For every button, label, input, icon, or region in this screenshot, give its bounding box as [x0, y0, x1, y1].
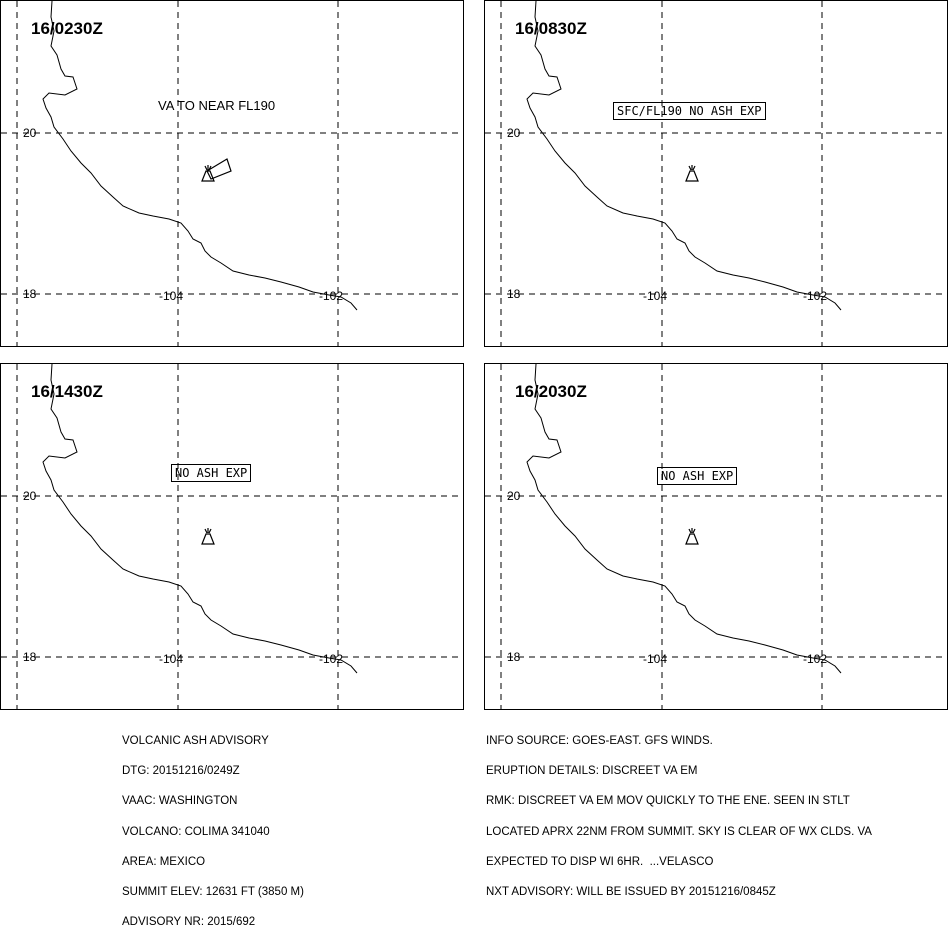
advisory-line: VOLCANIC ASH ADVISORY: [122, 735, 269, 747]
lon-label-102: -102: [803, 652, 828, 666]
advisory-left: VOLCANIC ASH ADVISORY DTG: 20151216/0249…: [122, 716, 304, 937]
coastline: [526, 1, 842, 311]
advisory-line: ERUPTION DETAILS: DISCREET VA EM: [486, 765, 698, 778]
lat-label-18: 18: [23, 287, 37, 301]
lat-label-20: 20: [23, 489, 37, 503]
advisory-line: VAAC: WASHINGTON: [122, 795, 238, 808]
lon-label-104: -104: [643, 652, 668, 666]
coastline-map: [1, 1, 463, 346]
lat-label-18: 18: [507, 650, 521, 664]
lat-label-18: 18: [23, 650, 37, 664]
coastline-map: [1, 364, 463, 709]
advisory-line: DTG: 20151216/0249Z: [122, 765, 240, 778]
lat-label-18: 18: [507, 287, 521, 301]
forecast-panel-0830z: 16/0830Z 20 18 -104 -102 SFC/FL190 NO AS…: [484, 0, 948, 347]
forecast-panel-1430z: 16/1430Z 20 18 -104 -102 NO ASH EXP: [0, 363, 464, 710]
coastline-map: [485, 364, 947, 709]
panel-time: 16/0830Z: [515, 19, 587, 38]
advisory-line: LOCATED APRX 22NM FROM SUMMIT. SKY IS CL…: [486, 825, 872, 838]
panel-time: 16/0230Z: [31, 19, 103, 38]
advisory-line: VOLCANO: COLIMA 341040: [122, 825, 270, 838]
coastline: [526, 364, 842, 674]
lon-label-102: -102: [803, 289, 828, 303]
coastline: [42, 364, 358, 674]
lon-label-104: -104: [643, 289, 668, 303]
volcano-icon: [201, 165, 215, 182]
lat-label-20: 20: [507, 126, 521, 140]
volcano-icon: [685, 165, 699, 182]
lon-label-104: -104: [159, 652, 184, 666]
ash-note: SFC/FL190 NO ASH EXP: [613, 102, 766, 120]
lat-label-20: 20: [507, 489, 521, 503]
volcano-icon: [685, 528, 699, 545]
panel-time: 16/2030Z: [515, 382, 587, 401]
advisory-line: INFO SOURCE: GOES-EAST. GFS WINDS.: [486, 735, 713, 747]
advisory-line: ADVISORY NR: 2015/692: [122, 916, 256, 929]
advisory-line: EXPECTED TO DISP WI 6HR. ...VELASCO: [486, 855, 714, 868]
ash-note: VA TO NEAR FL190: [158, 98, 276, 113]
advisory-line: NXT ADVISORY: WILL BE ISSUED BY 20151216…: [486, 885, 776, 898]
ash-area-polygon: [206, 158, 232, 180]
lon-label-102: -102: [319, 289, 344, 303]
coastline-map: [485, 1, 947, 346]
forecast-panel-2030z: 16/2030Z 20 18 -104 -102 NO ASH EXP: [484, 363, 948, 710]
panel-time: 16/1430Z: [31, 382, 103, 401]
advisory-line: SUMMIT ELEV: 12631 FT (3850 M): [122, 885, 304, 898]
ash-note: NO ASH EXP: [171, 464, 252, 482]
forecast-panel-0230z: 16/0230Z 20 18 -104 -102 VA TO NEAR FL19…: [0, 0, 464, 347]
lon-label-104: -104: [159, 289, 184, 303]
lon-label-102: -102: [319, 652, 344, 666]
lat-label-20: 20: [23, 126, 37, 140]
advisory-line: RMK: DISCREET VA EM MOV QUICKLY TO THE E…: [486, 795, 850, 808]
coastline: [42, 1, 358, 311]
volcano-icon: [201, 528, 215, 545]
ash-note: NO ASH EXP: [657, 467, 738, 485]
advisory-line: AREA: MEXICO: [122, 855, 206, 868]
